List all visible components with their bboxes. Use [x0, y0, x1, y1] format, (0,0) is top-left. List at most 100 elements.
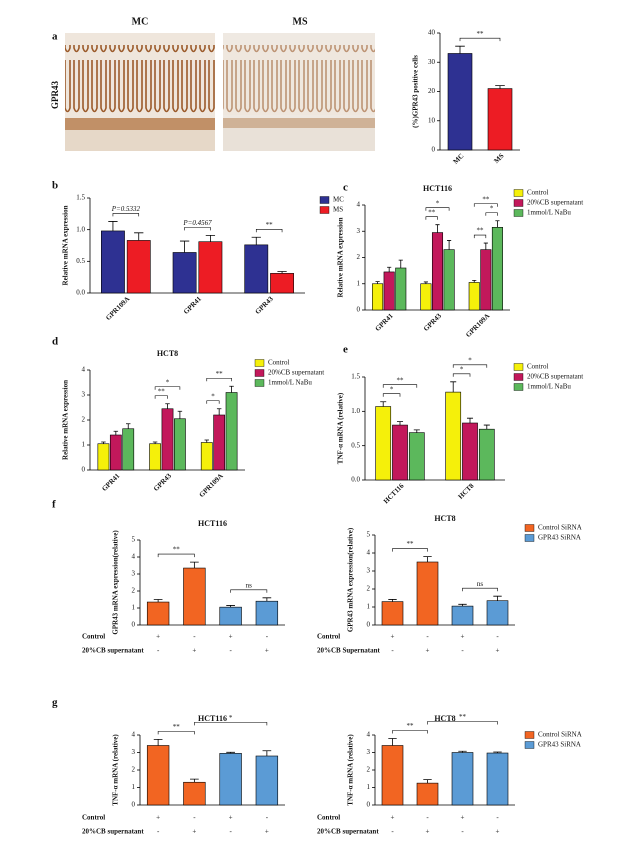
- legend-swatch: [319, 206, 330, 214]
- treatment-label: 20%CB supernatant: [82, 828, 144, 836]
- bar: [451, 752, 474, 806]
- x-tick-label: GPR109A: [198, 472, 225, 499]
- legend-label: Control SiRNA: [538, 524, 582, 532]
- significance-bracket: [462, 587, 498, 592]
- treatment-label: Control: [82, 814, 105, 822]
- chart-title: HCT8: [434, 514, 455, 523]
- y-tick-label: 1.5: [351, 373, 360, 381]
- bar: [383, 271, 395, 311]
- bar: [445, 391, 462, 481]
- significance-label: ns: [246, 581, 253, 589]
- y-tick-label: 1: [132, 783, 136, 791]
- treatment-sign: -: [157, 828, 160, 836]
- bar: [200, 442, 213, 471]
- legend-label: GPR43 SiRNA: [538, 534, 581, 542]
- micrograph: [223, 33, 375, 151]
- legend-swatch: [524, 534, 535, 542]
- bar: [381, 601, 404, 626]
- treatment-sign: +: [229, 814, 233, 822]
- bar: [161, 408, 174, 471]
- x-tick-label: GPR43: [152, 472, 173, 493]
- treatment-sign: -: [266, 814, 269, 822]
- error-bar: [179, 240, 190, 253]
- y-axis-label: Relative mRNA expression: [62, 380, 70, 460]
- bar: [172, 252, 197, 294]
- significance-label: *: [166, 378, 170, 386]
- significance-bracket: [392, 730, 428, 734]
- y-tick-label: 1: [132, 604, 136, 612]
- bar: [381, 745, 404, 806]
- y-tick-label: 0.0: [351, 476, 360, 484]
- error-bar: [262, 597, 272, 602]
- legend-label: 20%CB supernatant: [527, 199, 583, 207]
- error-bar: [216, 408, 222, 415]
- image-label: MS: [293, 16, 308, 27]
- error-bar: [455, 45, 465, 54]
- significance-label: *: [460, 365, 464, 373]
- error-bar: [493, 751, 502, 754]
- treatment-sign: +: [391, 633, 395, 641]
- error-bar: [262, 750, 272, 756]
- x-tick-label: GPR43: [254, 295, 275, 316]
- y-tick-label: 3: [132, 748, 136, 756]
- significance-label: *: [490, 204, 494, 212]
- error-bar: [413, 429, 420, 433]
- significance-bracket: [473, 234, 487, 239]
- significance-bracket: [425, 216, 438, 220]
- bar: [451, 605, 474, 626]
- error-bar: [396, 421, 404, 426]
- treatment-sign: +: [391, 814, 395, 822]
- treatment-sign: +: [265, 828, 269, 836]
- y-tick-label: 40: [428, 29, 436, 37]
- panel-letter: d: [52, 336, 58, 348]
- chart-title: HCT116: [198, 519, 227, 528]
- error-bar: [495, 220, 500, 228]
- y-axis-label: Relative mRNA expression: [337, 217, 345, 297]
- panel-letter: b: [52, 180, 58, 192]
- y-tick-label: 1: [367, 603, 371, 611]
- y-axis-label: (%)GPR43 positive cells: [412, 55, 420, 128]
- legend-label: 1mmol/L NaBu: [527, 383, 571, 391]
- y-tick-label: 0.0: [76, 289, 85, 297]
- significance-bracket: [206, 400, 220, 404]
- legend-label: 20%CB supernatant: [268, 369, 324, 377]
- error-bar: [251, 236, 261, 245]
- y-tick-label: 5: [132, 536, 136, 544]
- significance-label: **: [428, 208, 436, 216]
- legend-label: 20%CB supernatant: [527, 373, 583, 381]
- y-tick-label: 0: [82, 466, 86, 474]
- treatment-sign: +: [426, 828, 430, 836]
- y-tick-label: 0: [132, 621, 136, 629]
- treatment-sign: +: [496, 828, 500, 836]
- treatment-sign: -: [426, 814, 429, 822]
- error-bar: [388, 738, 397, 746]
- legend-label: 1mmol/L NaBu: [268, 379, 312, 387]
- panel-letter: e: [343, 344, 348, 356]
- error-bar: [190, 778, 199, 783]
- x-tick-label: HCT116: [382, 482, 406, 506]
- legend-label: MC: [333, 196, 344, 204]
- significance-bracket: [230, 589, 268, 593]
- y-tick-label: 2: [132, 587, 136, 595]
- significance-label: **: [397, 376, 405, 384]
- y-tick-label: 3: [82, 391, 86, 399]
- panel-letter: a: [52, 31, 58, 43]
- legend-swatch: [513, 373, 524, 381]
- treatment-sign: -: [461, 828, 464, 836]
- y-tick-label: 20: [428, 87, 436, 95]
- y-axis-label: Relative mRNA expression: [62, 205, 70, 285]
- legend-label: Control: [527, 363, 548, 371]
- y-tick-label: 4: [357, 201, 361, 209]
- treatment-sign: -: [157, 647, 160, 655]
- treatment-sign: +: [229, 633, 233, 641]
- y-tick-label: 3: [367, 748, 371, 756]
- y-tick-label: 0.5: [76, 257, 85, 265]
- legend-swatch: [513, 189, 524, 197]
- y-tick-label: 2: [357, 253, 361, 261]
- treatment-sign: -: [193, 633, 196, 641]
- y-tick-label: 4: [132, 731, 136, 739]
- y-tick-label: 2: [82, 416, 86, 424]
- bar: [416, 782, 439, 806]
- bar: [478, 428, 495, 481]
